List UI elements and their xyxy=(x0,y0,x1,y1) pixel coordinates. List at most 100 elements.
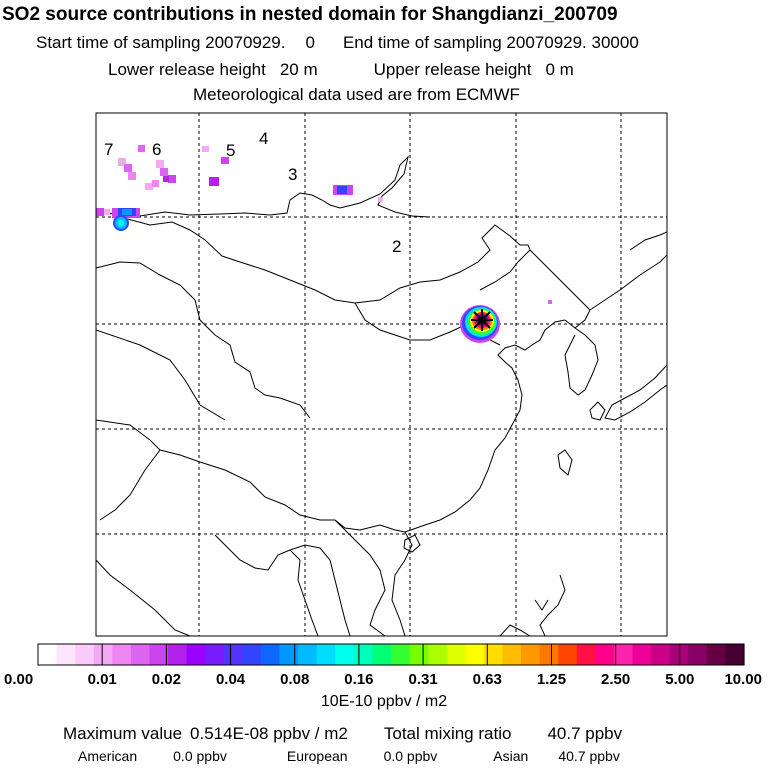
legend-color-cell xyxy=(279,644,299,665)
legend-color-cell xyxy=(186,644,206,665)
legend-color-cell xyxy=(539,644,559,665)
region-label: 4 xyxy=(259,129,268,148)
kazakh-china-border xyxy=(96,261,201,321)
coastlines-borders xyxy=(96,155,667,636)
legend-color-cell xyxy=(260,644,281,665)
legend-color-cell xyxy=(558,644,578,665)
legend-frame xyxy=(37,643,745,666)
legend-color-cell xyxy=(613,644,634,665)
meteorological-data-line: Meteorological data used are from ECMWF xyxy=(193,85,520,104)
legend-color-cell xyxy=(669,644,689,665)
legend-color-cell xyxy=(335,644,355,665)
legend-tick-label: 0.16 xyxy=(344,671,373,688)
start-hour: 0 xyxy=(305,33,315,52)
legend-tick-label: 0.63 xyxy=(473,671,502,688)
figure-title: SO2 source contributions in nested domai… xyxy=(2,4,618,25)
asian-value: 40.7 ppbv xyxy=(558,748,620,764)
plume-region-west-cluster xyxy=(112,208,140,231)
asian-label: Asian xyxy=(493,748,529,764)
legend-color-cell xyxy=(130,644,151,665)
legend-color-cell xyxy=(446,644,466,665)
legend-tick-labels: 0.00 0.01 0.02 0.04 0.08 0.16 0.31 0.63 1.25 2.50… xyxy=(4,671,762,688)
end-time-label: End time of sampling 20070929. 30000 xyxy=(342,33,639,52)
total-mixing-label: Total mixing ratio xyxy=(383,724,512,743)
plume-region-5 xyxy=(202,146,229,186)
himalaya-border xyxy=(159,449,406,533)
legend-color-cell xyxy=(706,644,727,665)
american-value: 0.0 ppbv xyxy=(173,748,227,764)
legend-color-cell xyxy=(112,644,132,665)
russia-coast xyxy=(589,254,667,311)
legend-color-cell xyxy=(428,644,448,665)
south-china-coast xyxy=(404,394,523,533)
bohai-coast xyxy=(497,319,566,396)
inland-border-a xyxy=(354,302,479,341)
region-labels: 7 6 5 4 3 2 xyxy=(104,129,401,256)
total-mixing-value: 40.7 ppbv xyxy=(547,724,623,743)
legend-color-cell xyxy=(75,644,95,665)
legend-color-cell xyxy=(521,644,541,665)
sampling-time-line: Start time of sampling 20070929. 0 End tim… xyxy=(36,33,639,53)
legend-color-cell xyxy=(38,644,58,665)
western-china-border xyxy=(199,319,311,419)
hainan-island xyxy=(403,534,421,553)
legend-tick-label: 2.50 xyxy=(601,671,630,688)
regional-contributions-line: American 0.0 ppbv European 0.0 ppbv Asian 40.… xyxy=(78,748,620,764)
india-coast xyxy=(96,559,191,636)
maximum-total-line: Maximum value 0.514E-08 ppbv / m2 Total mi… xyxy=(63,724,622,744)
legend-color-cell xyxy=(391,644,411,665)
legend-color-cell xyxy=(632,644,652,665)
philippines xyxy=(534,574,566,636)
upper-release-label: Upper release height xyxy=(373,60,532,79)
northern-boundary xyxy=(96,155,431,218)
maximum-value-label: Maximum value xyxy=(63,724,183,743)
upper-release-value: 0 m xyxy=(545,60,574,79)
legend-color-cell xyxy=(353,644,374,665)
legend-tick-label: 0.01 xyxy=(88,671,117,688)
borneo-north xyxy=(499,624,531,636)
map-frame xyxy=(95,112,668,637)
region-label: 2 xyxy=(392,237,401,256)
legend-color-cell xyxy=(595,644,615,665)
legend-color-cell xyxy=(93,644,113,665)
legend-color-cell xyxy=(316,644,336,665)
legend-color-cell xyxy=(576,644,596,665)
legend-color-cell xyxy=(651,644,671,665)
legend-color-cell xyxy=(688,644,708,665)
map-grid xyxy=(96,113,667,636)
legend-color-cell xyxy=(298,644,318,665)
legend-color-cell xyxy=(242,644,262,665)
legend-color-cell xyxy=(56,644,76,665)
pakistan-border xyxy=(96,419,161,521)
myanmar-thai xyxy=(289,544,351,636)
taiwan xyxy=(557,449,573,476)
legend-tick-label: 1.25 xyxy=(537,671,566,688)
legend-color-cell xyxy=(223,644,243,665)
legend-color-cell xyxy=(725,644,745,665)
lower-release-value: 20 m xyxy=(279,60,318,79)
release-height-line: Lower release height 20 m Upper release he… xyxy=(108,60,574,80)
region-label: 6 xyxy=(152,140,161,159)
legend-tick-label: 0.04 xyxy=(216,671,246,688)
region-label: 5 xyxy=(226,141,235,160)
mongolia-border xyxy=(119,216,531,304)
legend-color-cell xyxy=(372,644,392,665)
indochina-coast xyxy=(334,519,386,636)
japan-honshu xyxy=(604,364,667,421)
legend-tick-label: 0.00 xyxy=(4,671,33,688)
legend-color-cell xyxy=(409,644,429,665)
korean-peninsula xyxy=(564,327,599,396)
start-time-label: Start time of sampling 20070929. xyxy=(36,33,286,52)
japan-north xyxy=(629,231,667,251)
legend-tick-label: 10.00 xyxy=(724,671,762,688)
kyushu xyxy=(589,401,606,421)
legend-color-cell xyxy=(149,644,169,665)
european-value: 0.0 ppbv xyxy=(383,748,438,764)
legend-tick-label: 5.00 xyxy=(665,671,694,688)
station-marker-icon xyxy=(471,309,493,331)
region-label: 7 xyxy=(104,140,113,159)
legend-color-cell xyxy=(168,644,188,665)
legend-unit: 10E-10 ppbv / m2 xyxy=(321,693,447,710)
india-bangladesh-coast xyxy=(214,534,319,636)
lower-release-label: Lower release height xyxy=(108,60,266,79)
